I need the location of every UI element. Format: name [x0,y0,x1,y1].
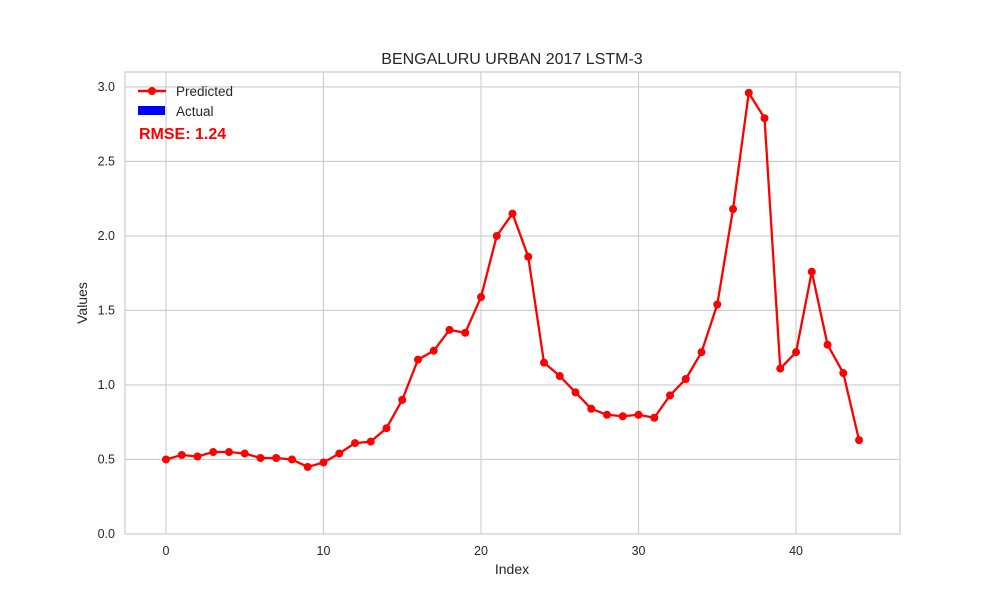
data-point [524,252,533,261]
data-point [666,391,675,400]
data-point [335,449,344,458]
data-point [760,114,769,123]
x-axis-label: Index [495,561,529,577]
x-tick-label: 0 [162,544,169,558]
data-point [350,439,359,448]
data-point [256,453,265,462]
data-point [508,209,517,218]
chart-title: BENGALURU URBAN 2017 LSTM-3 [381,51,643,68]
y-tick-label: 2.5 [98,154,115,168]
data-point [209,448,218,457]
data-point [429,346,438,355]
data-point [634,410,643,419]
y-tick-label: 2.0 [98,229,115,243]
data-point [697,348,706,357]
data-point [272,453,281,462]
data-point [382,424,391,433]
rmse-annotation: RMSE: 1.24 [139,126,226,143]
data-point [855,436,864,445]
grid [125,72,900,535]
y-axis-label: Values [74,282,90,324]
data-point [461,328,470,337]
data-point [319,458,328,467]
data-point [823,340,832,349]
data-point [477,293,485,302]
data-point [224,448,233,457]
legend-predicted-label: Predicted [176,84,233,99]
x-tick-label: 30 [632,544,646,558]
data-point [587,404,596,413]
x-tick-label: 10 [317,544,331,558]
data-point [398,395,407,404]
data-point [713,300,722,309]
data-point [161,455,170,464]
legend-actual-label: Actual [176,104,214,119]
y-tick-label: 1.5 [98,303,115,317]
data-point [540,358,548,367]
data-point [303,462,312,471]
x-tick-label: 40 [789,544,803,558]
data-point [177,451,186,460]
x-tick-label: 20 [474,544,488,558]
data-point [776,364,785,373]
data-point [839,369,848,378]
data-point [492,231,501,240]
data-point [366,437,375,446]
data-point [603,410,612,419]
series-layer [161,88,864,471]
legend-actual-swatch [138,106,165,115]
y-tick-label: 0.5 [98,452,115,466]
y-tick-label: 3.0 [98,80,115,94]
data-point [193,452,202,461]
legend: Predicted Actual [138,84,233,119]
data-point [650,413,659,422]
legend-predicted-marker [148,87,156,95]
data-point [807,267,816,276]
data-point [571,388,580,397]
data-point [555,372,564,381]
data-point [240,449,249,458]
y-tick-label: 0.0 [98,527,115,541]
data-point [744,88,753,97]
data-point [413,355,422,364]
plot-frame [124,71,901,535]
data-point [618,412,627,421]
data-point [729,205,738,214]
tick-labels: 0.0 0.5 1.0 1.5 2.0 2.5 3.0 0 10 20 30 40 [98,80,803,558]
data-point [445,325,454,334]
data-point [681,375,690,384]
data-point [287,455,296,464]
y-tick-label: 1.0 [98,378,115,392]
data-point [792,348,801,357]
series-line-predicted [165,91,861,469]
